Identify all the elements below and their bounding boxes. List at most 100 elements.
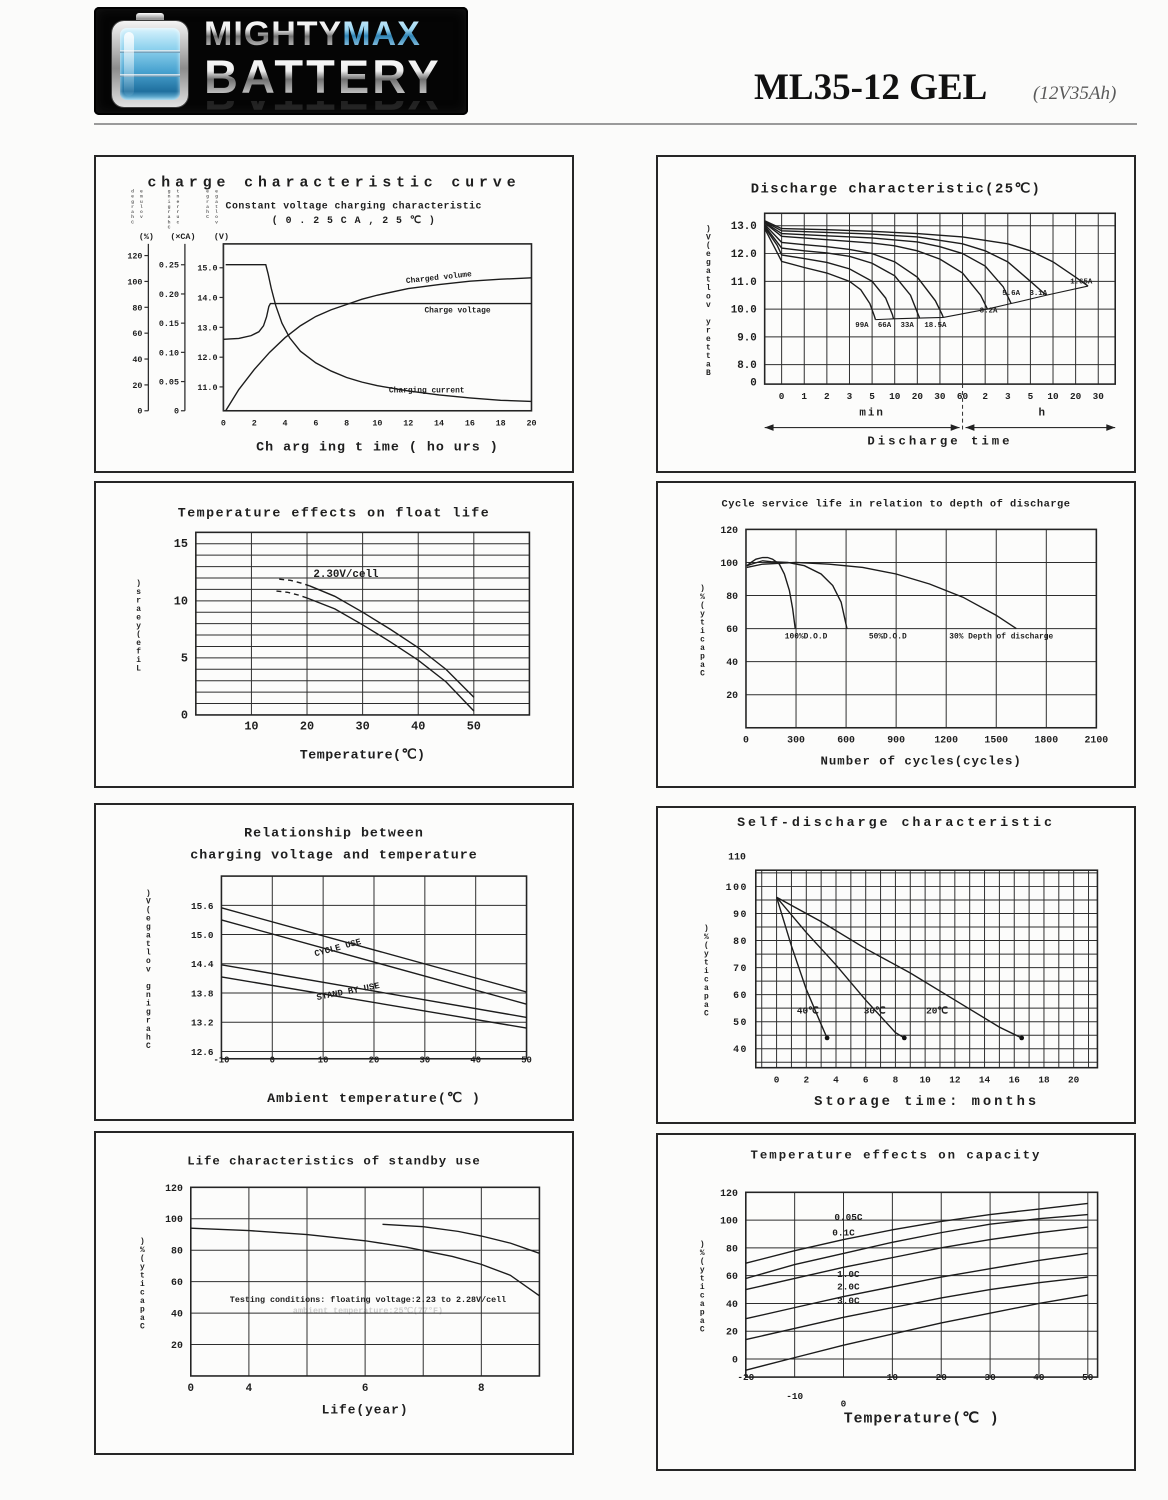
- svg-text:0: 0: [137, 407, 142, 417]
- svg-text:a: a: [140, 1314, 145, 1323]
- svg-text:): ): [700, 584, 705, 593]
- svg-text:Charged volume: Charged volume: [406, 270, 473, 286]
- series-band-upper: [309, 585, 475, 698]
- svg-text:v: v: [706, 301, 711, 310]
- svg-text:C: C: [168, 224, 171, 230]
- svg-text:90: 90: [733, 909, 748, 920]
- svg-text:t: t: [700, 618, 705, 627]
- svg-text:60: 60: [726, 1271, 738, 1282]
- series-99A: [764, 228, 877, 320]
- svg-text:9.0: 9.0: [737, 332, 757, 344]
- svg-text:8: 8: [478, 1383, 485, 1395]
- svg-text:30: 30: [1093, 391, 1105, 402]
- svg-text:20: 20: [726, 1327, 738, 1338]
- svg-text:12: 12: [949, 1075, 961, 1086]
- svg-text:e: e: [206, 190, 209, 195]
- svg-text:2: 2: [982, 391, 988, 402]
- series-cycle-use-upper: [221, 907, 527, 993]
- svg-text:): ): [706, 225, 711, 234]
- svg-text:66A: 66A: [878, 322, 892, 330]
- svg-text:g: g: [206, 195, 209, 200]
- svg-text:1500: 1500: [984, 735, 1008, 746]
- svg-text:(: (: [136, 630, 141, 639]
- svg-text:p: p: [700, 1308, 705, 1317]
- svg-text:ambient temperature:25℃(77°F): ambient temperature:25℃(77°F): [293, 1306, 443, 1316]
- svg-text:18.5A: 18.5A: [924, 322, 947, 330]
- svg-text:C: C: [206, 214, 209, 220]
- svg-text:1.0C: 1.0C: [837, 1269, 860, 1280]
- series-20C-line: [776, 896, 1023, 1039]
- svg-text:Constant voltage charging char: Constant voltage charging characteristic: [226, 200, 482, 211]
- series-1.0C: [745, 1252, 1088, 1320]
- series-2.0C: [745, 1276, 1088, 1341]
- svg-text:120: 120: [720, 525, 738, 536]
- svg-text:C: C: [700, 1325, 705, 1334]
- svg-text:a: a: [131, 210, 134, 215]
- svg-text:t: t: [706, 344, 711, 353]
- svg-text:Self-discharge characteristic: Self-discharge characteristic: [737, 816, 1055, 831]
- cell-divider: [120, 50, 180, 53]
- svg-text:l: l: [215, 209, 218, 215]
- svg-text:e: e: [136, 613, 141, 622]
- series-band-upper-dashed: [279, 578, 311, 587]
- svg-text:11.0: 11.0: [731, 277, 757, 289]
- svg-text:g: g: [168, 205, 171, 210]
- series-0.25C: [745, 1226, 1088, 1291]
- svg-text:Charge voltage: Charge voltage: [424, 306, 490, 315]
- svg-text:40: 40: [171, 1309, 183, 1320]
- svg-text:y: y: [704, 950, 709, 959]
- series-band-lower: [306, 597, 475, 712]
- svg-text:r: r: [706, 327, 711, 336]
- series-Charge voltage: [223, 302, 532, 340]
- svg-text:20: 20: [132, 381, 142, 391]
- chart-temperature-effects-on-capacity: Temperature effects on capacity -20 -10 0 10…: [656, 1133, 1136, 1471]
- svg-text:Cycle service life in relation: Cycle service life in relation to depth …: [722, 499, 1071, 511]
- svg-text:40℃: 40℃: [797, 1006, 819, 1017]
- svg-text:20: 20: [369, 1056, 380, 1066]
- svg-text:40: 40: [733, 1044, 748, 1055]
- svg-text:0.05: 0.05: [159, 378, 179, 388]
- logo-line1: MIGHTYMAX: [204, 17, 460, 51]
- battery-cap: [136, 13, 164, 23]
- svg-text:g: g: [215, 195, 218, 200]
- svg-text:4: 4: [833, 1075, 839, 1086]
- svg-text:10.0: 10.0: [731, 305, 757, 317]
- series-66A: [764, 226, 895, 320]
- temperature-effects-on-float-life-canvas: Temperature effects on float life 10 20 30 4…: [136, 506, 531, 762]
- svg-text:60: 60: [957, 391, 969, 402]
- svg-text:a: a: [215, 200, 218, 205]
- svg-text:Ch arg ing t ime ( ho urs ): Ch arg ing t ime ( ho urs ): [256, 440, 499, 455]
- svg-text:30℃: 30℃: [864, 1006, 886, 1017]
- logo-word-mighty: MIGHTY: [204, 15, 343, 53]
- svg-text:0: 0: [732, 1354, 738, 1365]
- svg-text:15.0: 15.0: [191, 930, 214, 941]
- svg-text:(×CA): (×CA): [170, 232, 195, 242]
- svg-text:5: 5: [1028, 391, 1034, 402]
- svg-text:3.1A: 3.1A: [1029, 290, 1047, 298]
- svg-text:Relationship between: Relationship between: [244, 827, 424, 842]
- svg-text:e: e: [215, 190, 218, 195]
- svg-text:40: 40: [470, 1056, 481, 1066]
- svg-text:i: i: [140, 1280, 145, 1289]
- svg-text:(: (: [704, 942, 709, 951]
- series-1.65A: [764, 220, 1089, 287]
- svg-text:30: 30: [984, 1372, 996, 1383]
- svg-text:e: e: [706, 250, 711, 259]
- svg-text:12: 12: [403, 419, 413, 429]
- svg-text:C: C: [140, 1322, 145, 1331]
- svg-text:60: 60: [726, 624, 738, 635]
- svg-text:Life(year): Life(year): [322, 1402, 409, 1417]
- svg-text:20℃: 20℃: [926, 1006, 948, 1017]
- svg-text:1800: 1800: [1034, 735, 1058, 746]
- header-divider: [94, 123, 1137, 125]
- svg-text:a: a: [706, 361, 711, 370]
- svg-text:30: 30: [356, 720, 370, 734]
- chart-cycle-service-life: Cycle service life in relation to depth …: [656, 481, 1136, 788]
- svg-text:a: a: [700, 1317, 705, 1326]
- chart-life-characteristics-standby: Life characteristics of standby use 0 4 6 8 2…: [94, 1131, 574, 1455]
- series-5.6A: [764, 221, 1012, 304]
- svg-text:3.0C: 3.0C: [837, 1295, 860, 1306]
- svg-text:4: 4: [283, 419, 288, 429]
- svg-text:100: 100: [720, 1216, 738, 1227]
